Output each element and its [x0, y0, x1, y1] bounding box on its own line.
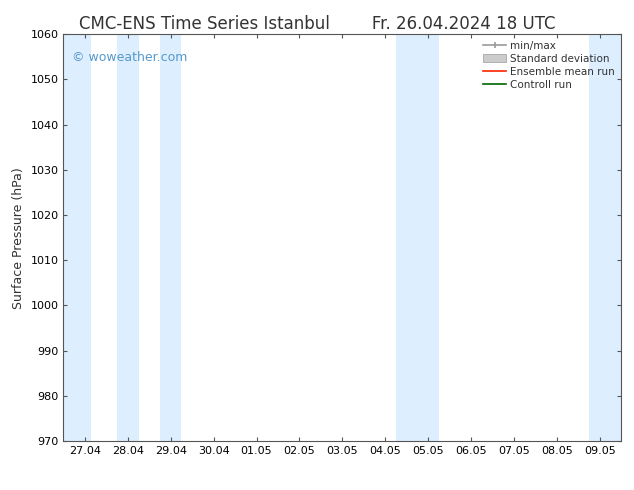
Bar [417, 34, 439, 441]
Bar [396, 34, 417, 441]
Y-axis label: Surface Pressure (hPa): Surface Pressure (hPa) [12, 167, 25, 309]
Bar [160, 34, 181, 441]
Text: © woweather.com: © woweather.com [72, 50, 187, 64]
Legend: min/max, Standard deviation, Ensemble mean run, Controll run: min/max, Standard deviation, Ensemble me… [479, 36, 619, 94]
Bar [589, 34, 621, 441]
Bar [117, 34, 138, 441]
Text: CMC-ENS Time Series Istanbul        Fr. 26.04.2024 18 UTC: CMC-ENS Time Series Istanbul Fr. 26.04.2… [79, 15, 555, 33]
Bar [63, 34, 91, 441]
